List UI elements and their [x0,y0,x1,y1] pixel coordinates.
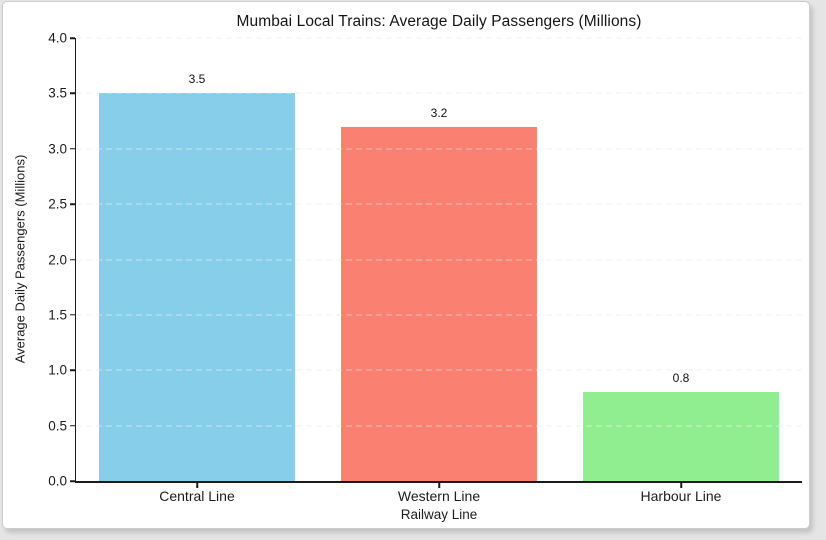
y-tick-mark [70,424,75,427]
gridline-overlay [76,92,802,94]
plot-area: 3.5 3.2 0.8 [70,37,802,488]
gridline-overlay [76,369,802,371]
gridline-overlay [76,425,802,427]
y-axis-ticks: 0.0 0.5 1.0 1.5 2.0 2.5 3.0 3.5 4.0 [3,31,67,489]
y-tick-label: 0.5 [48,418,67,434]
y-tick-label: 1.5 [48,307,67,323]
x-axis-spine [74,481,802,483]
bar [98,93,295,481]
y-tick-mark [70,480,75,482]
x-tick-mark [196,482,198,488]
y-axis-spine [74,38,76,483]
y-tick-mark [70,148,75,150]
y-tick-label: 3.5 [48,85,67,101]
y-tick-mark [70,203,75,205]
y-tick-mark [70,258,75,261]
chart-title: Mumbai Local Trains: Average Daily Passe… [236,13,642,30]
x-axis-label: Railway Line [400,507,478,522]
y-tick-mark [70,369,75,371]
gridline-overlay [76,314,802,316]
bar [340,126,537,481]
y-tick-label: 2.5 [48,196,67,212]
x-axis-ticklabels: Central Line Western Line Harbour Line [76,488,802,506]
x-tick-mark [438,482,440,488]
y-tick-label: 3.0 [48,141,67,157]
gridline-overlay [76,148,802,150]
chart-card: Mumbai Local Trains: Average Daily Passe… [2,1,810,529]
y-tick-label: 2.0 [48,252,67,267]
y-tick-mark [70,92,75,95]
x-tick-label: Central Line [159,488,235,504]
bar [582,392,779,481]
y-tick-label: 1.0 [48,362,67,378]
bar-value-label: 3.5 [188,72,206,87]
y-tick-mark [70,37,75,39]
y-tick-label: 0.0 [48,473,67,489]
y-tick-mark [70,314,75,316]
x-tick-label: Western Line [397,488,481,504]
gridline-overlay [76,203,802,205]
bar-value-label: 0.8 [672,371,690,386]
x-tick-mark [680,482,682,488]
x-tick-label: Harbour Line [640,488,722,504]
gridline-overlay [76,37,802,39]
y-tick-label: 4.0 [48,30,67,46]
gridline-overlay [76,259,802,260]
bar-value-label: 3.2 [430,105,448,120]
